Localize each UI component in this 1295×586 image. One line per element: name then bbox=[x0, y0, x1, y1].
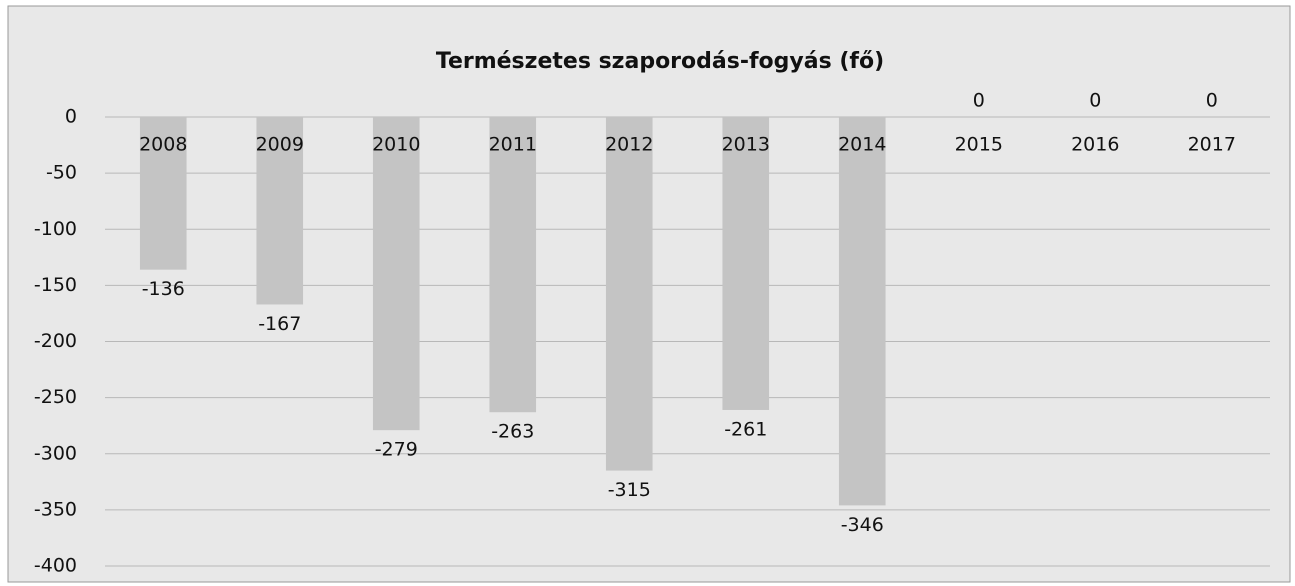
x-tick-label: 2013 bbox=[722, 134, 770, 156]
y-tick-label: -300 bbox=[34, 442, 77, 464]
x-tick-label: 2012 bbox=[605, 134, 653, 156]
bar bbox=[139, 117, 187, 270]
data-label: -263 bbox=[491, 421, 534, 443]
data-label: 0 bbox=[973, 90, 985, 112]
data-label: 0 bbox=[1089, 90, 1101, 112]
chart-title: Természetes szaporodás-fogyás (fő) bbox=[436, 49, 884, 74]
x-tick-label: 2010 bbox=[372, 134, 420, 156]
y-tick-label: 0 bbox=[65, 106, 77, 128]
x-tick-label: 2009 bbox=[256, 134, 304, 156]
data-label: -136 bbox=[142, 278, 185, 300]
x-tick-label: 2016 bbox=[1071, 134, 1119, 156]
bar bbox=[256, 117, 304, 305]
x-tick-label: 2017 bbox=[1188, 134, 1236, 156]
y-tick-label: -250 bbox=[34, 386, 77, 408]
bar bbox=[722, 117, 770, 410]
bar bbox=[605, 117, 653, 471]
y-tick-label: -150 bbox=[34, 274, 77, 296]
x-tick-label: 2008 bbox=[139, 134, 187, 156]
x-tick-label: 2014 bbox=[838, 134, 886, 156]
data-label: 0 bbox=[1206, 90, 1218, 112]
x-tick-label: 2015 bbox=[955, 134, 1003, 156]
data-label: -315 bbox=[608, 479, 651, 501]
bar bbox=[489, 117, 537, 413]
data-label: -167 bbox=[258, 313, 301, 335]
x-tick-label: 2011 bbox=[489, 134, 537, 156]
data-label: -261 bbox=[724, 418, 767, 440]
bar bbox=[372, 117, 420, 431]
data-label: -346 bbox=[841, 514, 884, 536]
data-label: -279 bbox=[375, 439, 418, 461]
y-tick-label: -400 bbox=[34, 555, 77, 577]
y-tick-label: -100 bbox=[34, 218, 77, 240]
y-tick-label: -50 bbox=[46, 162, 77, 184]
y-tick-label: -350 bbox=[34, 498, 77, 520]
bar bbox=[838, 117, 886, 506]
y-tick-label: -200 bbox=[34, 330, 77, 352]
